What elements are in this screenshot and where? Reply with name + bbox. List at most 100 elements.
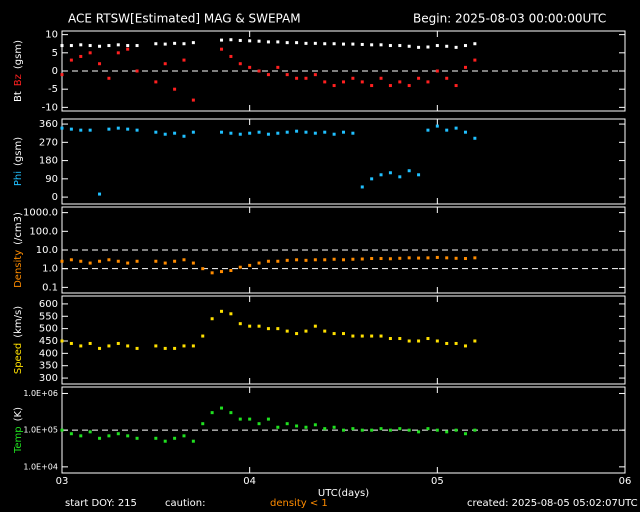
data-point (417, 339, 421, 343)
y-tick-label: 1.0 (42, 264, 58, 275)
y-tick-label: -5 (48, 84, 58, 95)
data-point (88, 44, 92, 48)
data-point (220, 47, 224, 51)
data-point (417, 76, 421, 80)
x-tick-label: 03 (56, 476, 69, 487)
data-point (285, 258, 289, 262)
data-point (201, 422, 205, 426)
data-point (445, 256, 449, 260)
data-point (163, 261, 167, 265)
data-point (285, 41, 289, 45)
data-point (88, 128, 92, 132)
data-point (154, 80, 158, 84)
data-point (276, 131, 280, 135)
data-point (285, 73, 289, 77)
y-tick-label: 100.0 (29, 226, 58, 237)
data-point (426, 80, 430, 84)
data-point (407, 428, 411, 432)
data-point (379, 173, 383, 177)
data-point (135, 259, 139, 263)
data-point (266, 132, 270, 136)
data-point (238, 417, 242, 421)
data-point (257, 422, 261, 426)
data-point (276, 259, 280, 263)
data-point (351, 76, 355, 80)
data-point (323, 329, 327, 333)
plot-frame (61, 295, 626, 385)
data-point (201, 267, 205, 271)
data-point (445, 76, 449, 80)
data-point (79, 434, 83, 438)
data-point (182, 258, 186, 262)
data-point (435, 339, 439, 343)
data-point (173, 131, 177, 135)
data-point (163, 42, 167, 46)
data-point (238, 322, 242, 326)
y-tick-label: 500 (39, 324, 58, 335)
data-point (313, 324, 317, 328)
data-point (332, 42, 336, 46)
data-point (248, 39, 252, 43)
data-point (313, 258, 317, 262)
data-point (454, 256, 458, 260)
data-point (463, 344, 467, 348)
data-point (417, 256, 421, 260)
data-point (463, 65, 467, 69)
data-point (398, 175, 402, 179)
data-point (435, 428, 439, 432)
density-note: density < 1 (270, 498, 328, 509)
data-point (248, 65, 252, 69)
data-point (98, 346, 102, 350)
data-point (266, 259, 270, 263)
data-point (126, 344, 130, 348)
data-point (126, 261, 130, 265)
data-point (295, 258, 299, 262)
data-point (154, 42, 158, 46)
data-point (323, 130, 327, 134)
y-tick-label: 600 (39, 299, 58, 310)
data-point (229, 411, 233, 415)
data-point (229, 38, 233, 42)
y-axis-label: Speed (km/s) (13, 306, 24, 374)
data-point (60, 428, 64, 432)
data-point (173, 87, 177, 91)
data-point (379, 43, 383, 47)
data-point (116, 341, 120, 345)
data-point (351, 131, 355, 135)
y-label-part: (km/s) (13, 306, 24, 338)
data-point (173, 259, 177, 263)
data-point (313, 73, 317, 77)
data-point (248, 417, 252, 421)
data-point (388, 428, 392, 432)
data-point (210, 271, 214, 275)
y-tick-label: 300 (39, 373, 58, 384)
y-tick-label: 1.0E+06 (23, 389, 58, 398)
data-point (191, 41, 195, 45)
chart-title: ACE RTSW[Estimated] MAG & SWEPAM (68, 12, 301, 26)
y-tick-label: 270 (39, 137, 58, 148)
x-tick-label: 05 (431, 476, 444, 487)
data-point (266, 73, 270, 77)
data-point (454, 341, 458, 345)
data-point (295, 332, 299, 336)
data-point (126, 44, 130, 48)
data-point (342, 80, 345, 84)
data-point (342, 42, 345, 46)
caution: caution: (165, 498, 206, 509)
data-point (229, 268, 233, 272)
data-point (285, 130, 289, 134)
data-point (435, 124, 439, 128)
y-label-part: Density (13, 250, 24, 288)
y-tick-label: 0 (52, 66, 58, 77)
y-axis-label: Phi (gsm) (13, 137, 24, 186)
data-point (257, 39, 261, 43)
data-point (154, 130, 158, 134)
data-point (342, 428, 345, 432)
data-point (248, 324, 252, 328)
data-point (295, 129, 299, 133)
data-point (191, 261, 195, 265)
x-axis-label: UTC(days) (318, 488, 369, 499)
data-point (60, 339, 64, 343)
data-point (360, 428, 364, 432)
